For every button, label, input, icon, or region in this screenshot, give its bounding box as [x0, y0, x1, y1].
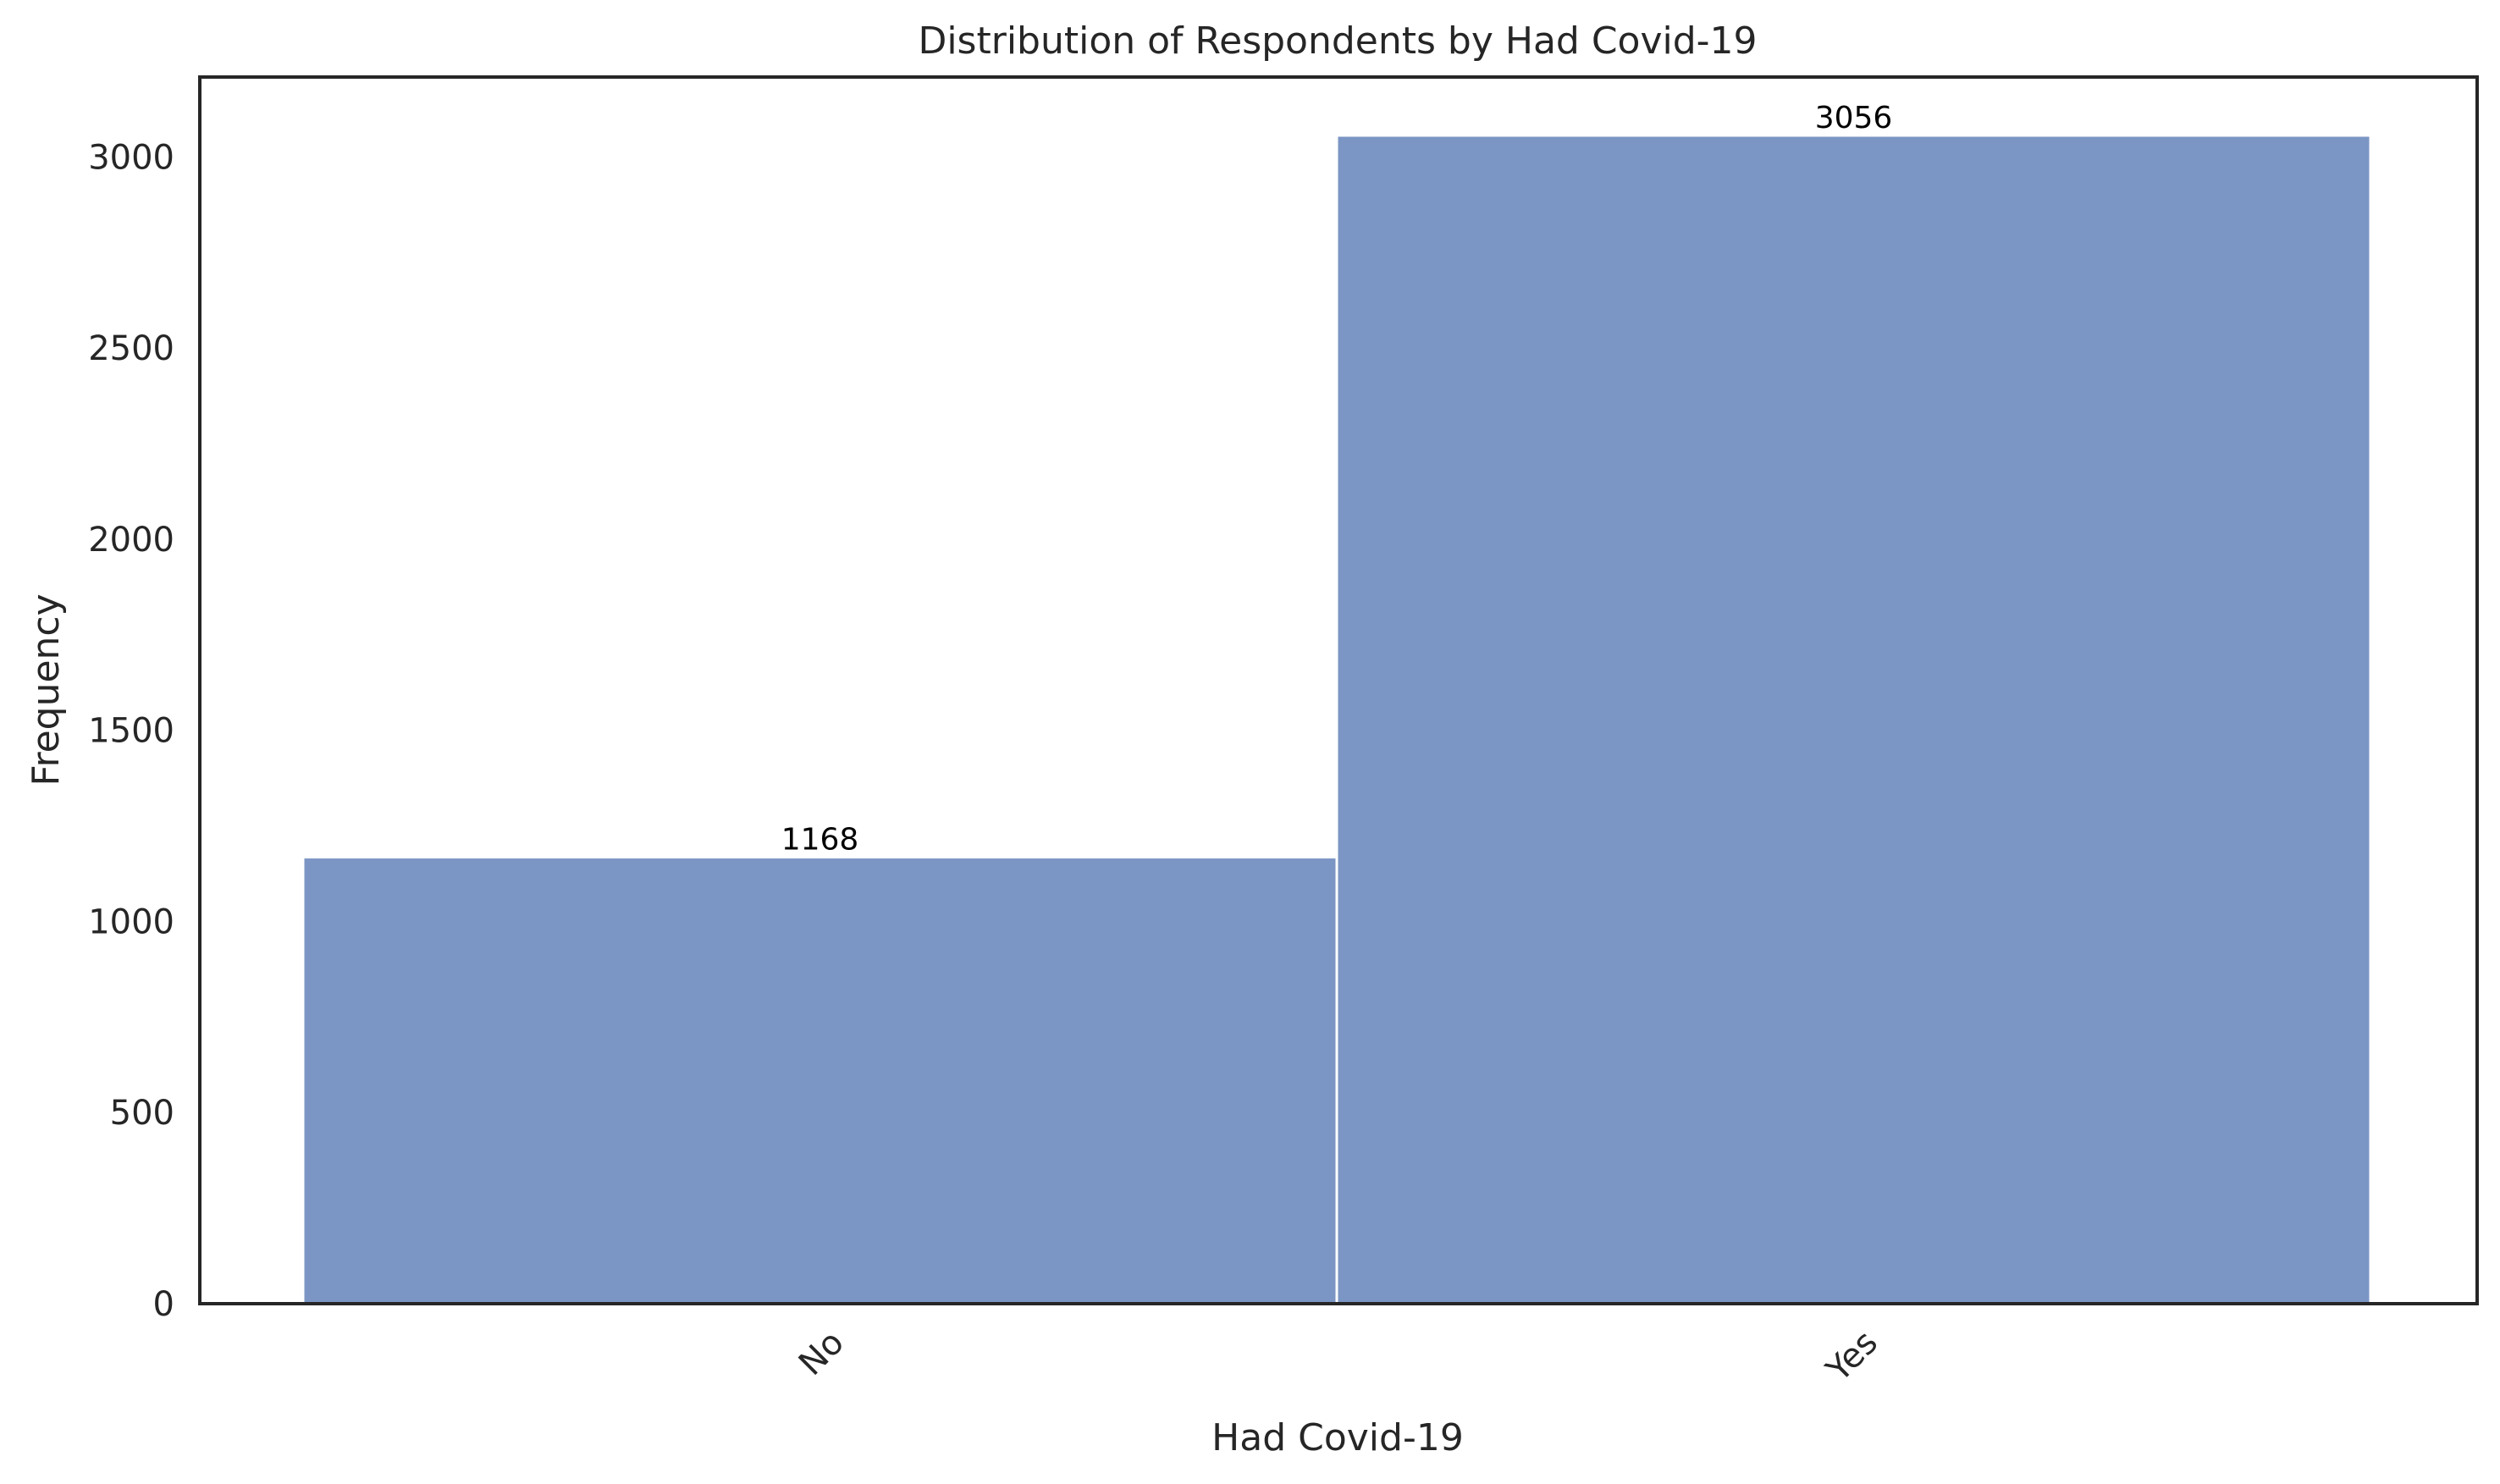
- y-axis-ticks: 0 500 1000 1500 2000 2500 3000: [88, 138, 174, 1324]
- data-labels-layer: 1168 3056: [781, 101, 1893, 858]
- y-tick-label-3000: 3000: [88, 138, 174, 177]
- bars-layer: [301, 134, 2372, 1305]
- chart-title: Distribution of Respondents by Had Covid…: [918, 19, 1757, 63]
- data-label-yes: 3056: [1815, 101, 1893, 135]
- y-axis-label: Frequency: [25, 593, 68, 786]
- data-label-no: 1168: [781, 823, 859, 858]
- y-tick-label-500: 500: [110, 1094, 174, 1133]
- y-tick-label-1000: 1000: [88, 902, 174, 941]
- bar-no: [301, 856, 1338, 1305]
- y-tick-label-1500: 1500: [88, 712, 174, 751]
- y-tick-label-2500: 2500: [88, 329, 174, 368]
- axes-frame: [198, 75, 2479, 1305]
- y-tick-label-0: 0: [153, 1285, 174, 1324]
- bar-yes: [1335, 134, 2372, 1305]
- y-tick-label-2000: 2000: [88, 521, 174, 560]
- x-axis-label: Had Covid-19: [1211, 1416, 1464, 1459]
